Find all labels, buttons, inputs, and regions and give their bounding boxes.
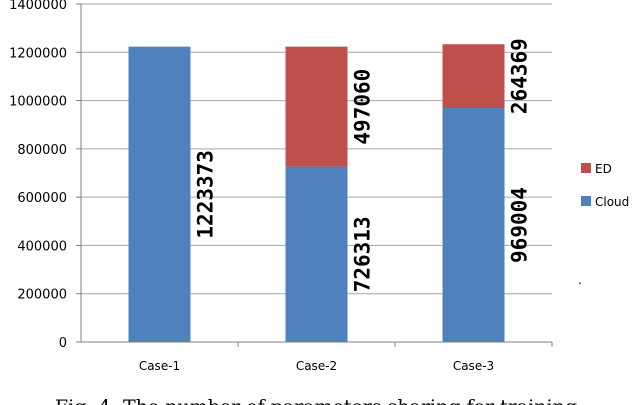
y-tick-label: 1000000 — [9, 95, 67, 110]
category-label: Case-3 — [453, 359, 494, 373]
legend-swatch-cloud — [581, 196, 591, 206]
legend-label-ed: ED — [595, 162, 612, 176]
data-label-cloud-case-2: 726313 — [351, 216, 375, 292]
y-tick-label: 600000 — [17, 191, 67, 206]
figure-caption: Fig. 4: The number of parameters sharing… — [55, 396, 577, 405]
bar-ed-case-3 — [442, 44, 505, 109]
bar-ed-case-2 — [285, 46, 348, 167]
bar-cloud-case-1 — [128, 46, 191, 343]
category-label: Case-2 — [296, 359, 337, 373]
y-tick-label: 1200000 — [9, 46, 67, 61]
legend-swatch-ed — [581, 163, 591, 173]
y-axis-ticks: 0 200000 400000 600000 800000 1000000 1200000 1… — [9, 0, 81, 351]
legend: ED Cloud — [581, 162, 629, 209]
bars — [128, 44, 505, 343]
bar-cloud-case-3 — [442, 108, 505, 342]
y-tick-label: 1400000 — [9, 0, 67, 13]
y-tick-label: 200000 — [17, 288, 67, 303]
y-tick-label: 800000 — [17, 143, 67, 158]
category-label: Case-1 — [139, 359, 180, 373]
data-label-cloud-case-3: 969004 — [508, 187, 532, 263]
data-label-ed-case-3: 264369 — [508, 38, 532, 114]
legend-label-cloud: Cloud — [595, 195, 629, 209]
data-label-ed-case-2: 497060 — [351, 69, 375, 145]
bar-cloud-case-2 — [285, 166, 348, 342]
y-tick-label: 400000 — [17, 239, 67, 254]
data-label-cloud-case-1: 1223373 — [194, 150, 218, 239]
x-axis-categories: Case-1 Case-2 Case-3 — [139, 342, 553, 373]
data-labels: 1223373 726313 497060 969004 264369 — [194, 38, 532, 292]
y-tick-label: 0 — [59, 336, 67, 351]
trailing-mark: . — [578, 273, 582, 287]
